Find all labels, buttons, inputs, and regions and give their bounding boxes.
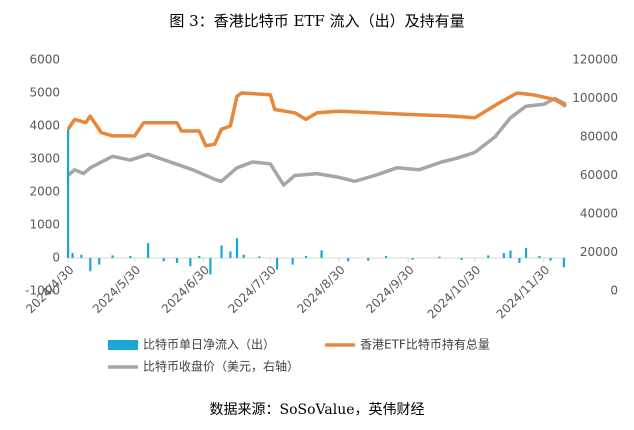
chart-title: 图 3：香港比特币 ETF 流入（出）及持有量: [169, 12, 464, 30]
y-tick-label: 1000: [29, 218, 60, 232]
y2-tick-label: 20000: [580, 245, 618, 259]
y2-tick-label: 100000: [572, 91, 618, 105]
bar: [71, 253, 74, 258]
y-tick-label: 2000: [29, 185, 60, 199]
y2-tick-label: 40000: [580, 207, 618, 221]
bar: [220, 245, 223, 258]
bar: [147, 243, 150, 258]
bar: [291, 258, 294, 265]
legend-label: 比特币收盘价（美元，右轴）: [143, 359, 299, 374]
bar: [111, 255, 114, 258]
bar: [258, 256, 261, 258]
x-tick-label: 2024/5/30: [90, 263, 143, 316]
x-tick-label: 2024/9/30: [363, 263, 416, 316]
bar: [518, 258, 521, 263]
bar: [320, 250, 323, 258]
bar: [67, 129, 70, 258]
y-tick-label: 5000: [29, 86, 60, 100]
y2-tick-label: 120000: [572, 53, 618, 67]
y2-tick-label: 80000: [580, 130, 618, 144]
legend-label: 比特币单日净流入（出）: [143, 337, 275, 352]
x-tick-label: 2024/7/30: [226, 263, 279, 316]
bar: [538, 256, 541, 258]
legend-swatch: [108, 340, 138, 350]
legend-label: 香港ETF比特币持有总量: [360, 337, 490, 352]
bar: [175, 258, 179, 263]
x-tick-label: 2024/11/30: [494, 263, 553, 322]
bar: [347, 258, 350, 262]
bar: [209, 258, 212, 275]
y-tick-label: 3000: [29, 152, 60, 166]
bar: [242, 254, 245, 258]
bar: [438, 256, 441, 258]
bar: [509, 250, 512, 258]
x-tick-label: 2024/10/30: [425, 263, 484, 322]
bar: [189, 258, 192, 267]
bar: [487, 255, 490, 258]
bar: [89, 258, 92, 272]
x-tick-label: 2024/6/30: [159, 263, 212, 316]
bar: [235, 238, 239, 258]
bar: [162, 258, 165, 262]
line: [66, 91, 567, 148]
y2-tick-label: 60000: [580, 168, 618, 182]
bar: [549, 258, 552, 261]
bar: [460, 258, 463, 260]
bar: [129, 256, 132, 258]
bar: [524, 248, 528, 258]
bar: [304, 256, 308, 258]
x-tick-label: 2024/8/30: [294, 263, 347, 316]
y-tick-label: -1000: [25, 284, 60, 298]
bar: [229, 251, 232, 258]
bar: [384, 256, 388, 258]
bar: [98, 258, 101, 265]
bar: [198, 256, 201, 258]
y-tick-label: 6000: [29, 53, 60, 67]
bar: [275, 258, 279, 270]
bar: [411, 258, 414, 260]
line: [66, 96, 567, 187]
y-tick-label: 0: [52, 251, 60, 265]
y2-tick-label: 0: [610, 284, 618, 298]
source: 数据来源：SoSoValue，英伟财经: [210, 401, 425, 418]
bar: [367, 258, 370, 261]
bar: [562, 258, 565, 268]
y-tick-label: 4000: [29, 119, 60, 133]
bar: [502, 253, 505, 258]
bar: [80, 254, 83, 258]
